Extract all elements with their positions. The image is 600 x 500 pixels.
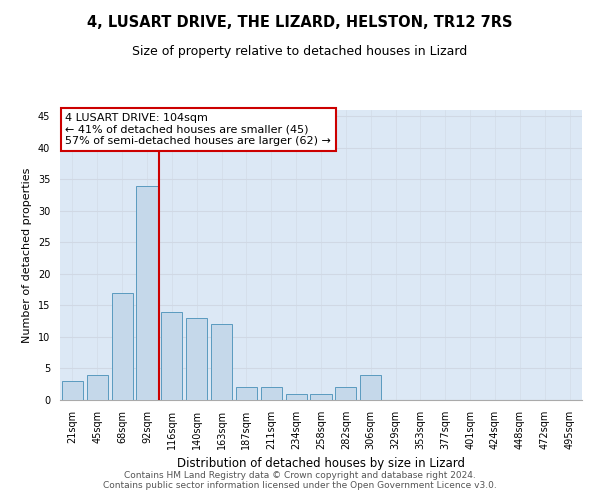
Bar	[112, 293, 133, 400]
Bar	[87, 375, 108, 400]
Bar	[211, 324, 232, 400]
Text: Contains HM Land Registry data © Crown copyright and database right 2024.
Contai: Contains HM Land Registry data © Crown c…	[103, 470, 497, 490]
Text: Size of property relative to detached houses in Lizard: Size of property relative to detached ho…	[133, 45, 467, 58]
Bar	[286, 394, 307, 400]
Bar	[360, 375, 381, 400]
Bar	[136, 186, 158, 400]
Text: 4, LUSART DRIVE, THE LIZARD, HELSTON, TR12 7RS: 4, LUSART DRIVE, THE LIZARD, HELSTON, TR…	[87, 15, 513, 30]
Bar	[186, 318, 207, 400]
Bar	[161, 312, 182, 400]
Bar	[62, 381, 83, 400]
Bar	[236, 388, 257, 400]
Bar	[335, 388, 356, 400]
Bar	[310, 394, 332, 400]
Y-axis label: Number of detached properties: Number of detached properties	[22, 168, 32, 342]
X-axis label: Distribution of detached houses by size in Lizard: Distribution of detached houses by size …	[177, 458, 465, 470]
Text: 4 LUSART DRIVE: 104sqm
← 41% of detached houses are smaller (45)
57% of semi-det: 4 LUSART DRIVE: 104sqm ← 41% of detached…	[65, 113, 331, 146]
Bar	[261, 388, 282, 400]
